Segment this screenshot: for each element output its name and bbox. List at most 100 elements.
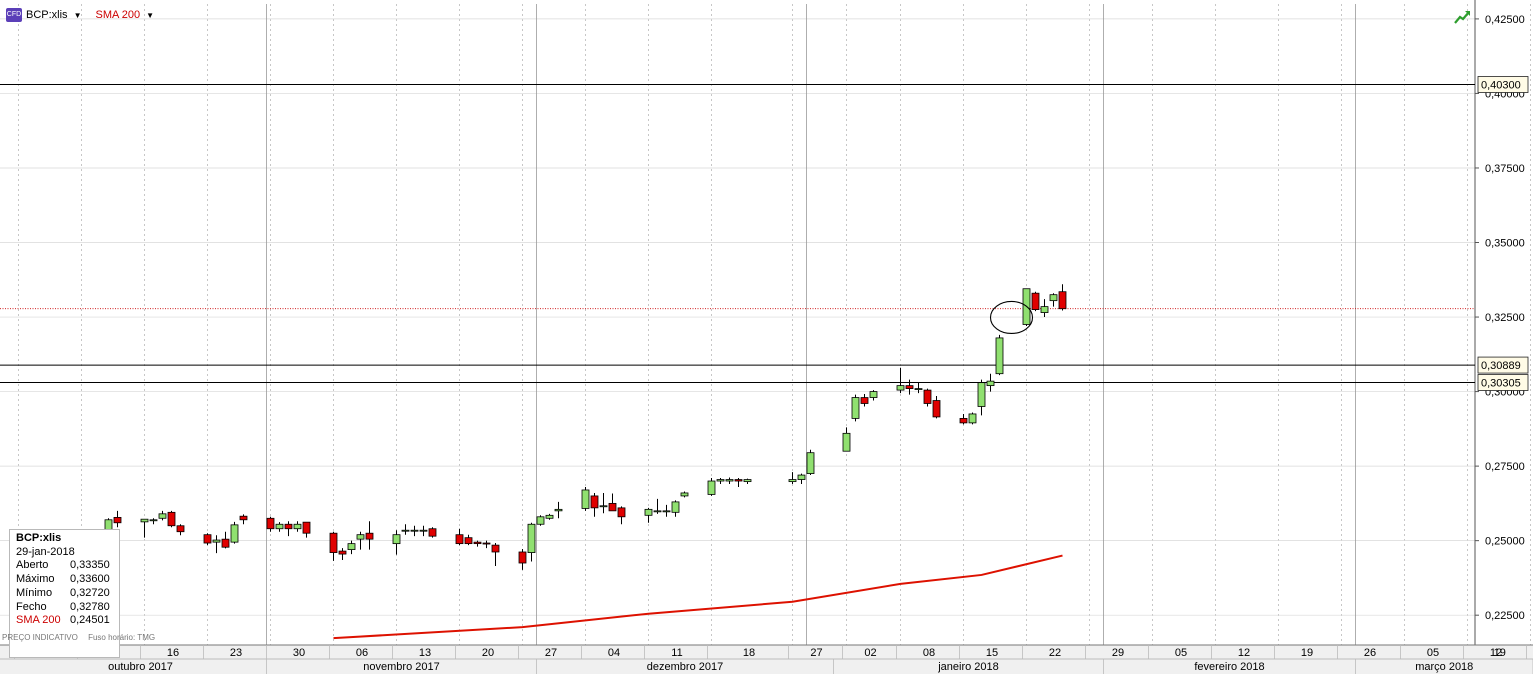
candle-up (581, 489, 590, 509)
candle-up (401, 529, 410, 532)
month-label: novembro 2017 (363, 661, 439, 673)
candle-up (725, 479, 734, 482)
x-tick-label: 05 (1427, 647, 1439, 659)
candle-up (851, 397, 860, 419)
candle-up (680, 492, 689, 497)
footnote: PREÇO INDICATIVO Fuso horário: TMG (2, 633, 163, 642)
candle-down (608, 502, 617, 512)
x-tick-label: 12 (1238, 647, 1250, 659)
candle-up (275, 523, 284, 530)
info-row-value: 0,24501 (70, 614, 110, 627)
x-tick-label: 20 (482, 647, 494, 659)
x-tick-label: 05 (1175, 647, 1187, 659)
candle-down (113, 516, 122, 524)
month-label: fevereiro 2018 (1194, 661, 1264, 673)
x-tick-label: 30 (293, 647, 305, 659)
candle-up (788, 479, 797, 483)
trend-up-icon[interactable] (1453, 9, 1471, 25)
candle-up (671, 501, 680, 513)
x-tick-label: 04 (608, 647, 620, 659)
candle-up (230, 524, 239, 543)
candle-down (302, 521, 311, 534)
level-label-box (1477, 374, 1529, 391)
candle-up (806, 452, 815, 474)
sma-200-line (333, 554, 1063, 640)
info-row-value: 0,32720 (70, 586, 110, 599)
candle-down (455, 534, 464, 545)
x-tick-label: 26 (1364, 647, 1376, 659)
x-tick-label: 27 (545, 647, 557, 659)
indicative-price-note: PREÇO INDICATIVO (2, 633, 78, 642)
candle-up (149, 519, 158, 522)
info-date: 29-jan-2018 (16, 545, 75, 558)
x-tick-label: 08 (923, 647, 935, 659)
level-label: 0,40300 (1481, 79, 1521, 91)
candle-down (239, 515, 248, 521)
candle-up (140, 518, 149, 523)
month-label: janeiro 2018 (937, 661, 999, 673)
x-tick-label: 12 (1490, 647, 1502, 659)
candle-up (419, 529, 428, 532)
x-tick-label: 27 (810, 647, 822, 659)
candle-down (221, 538, 230, 548)
candle-up (1040, 306, 1049, 313)
info-row: Aberto 0,33350 (16, 559, 119, 573)
candle-down (617, 507, 626, 518)
candle-up (869, 391, 878, 398)
x-tick-label: 29 (1112, 647, 1124, 659)
candle-up (545, 514, 554, 519)
info-row-label: Aberto (16, 559, 49, 572)
y-tick-label: 0,22500 (1485, 610, 1525, 622)
month-label: outubro 2017 (108, 661, 173, 673)
candle-down (464, 537, 473, 545)
candle-down (473, 541, 482, 545)
candle-down (266, 517, 275, 530)
candle-up (536, 516, 545, 525)
candle-up (527, 523, 536, 553)
ohlc-info-box: BCP:xlis 29-jan-2018 Aberto 0,33350 Máximo… (9, 529, 120, 658)
candle-down (932, 400, 941, 418)
candle-down (176, 525, 185, 533)
info-row-value: 0,33600 (70, 573, 110, 586)
x-tick-label: 19 (1301, 647, 1313, 659)
candle-up (356, 534, 365, 540)
candle-up (653, 510, 662, 513)
y-tick-label: 0,32500 (1485, 312, 1525, 324)
annotation-ellipse (989, 300, 1034, 335)
candle-down (734, 479, 743, 482)
level-label-box (1477, 76, 1529, 93)
candle-up (896, 385, 905, 391)
info-row: Mínimo 0,32720 (16, 587, 119, 601)
candle-up (158, 513, 167, 519)
legend-bar: CFD BCP:xlis ▼ SMA 200 ▼ (6, 8, 164, 22)
candle-up (347, 543, 356, 550)
info-row-label: Fecho (16, 600, 47, 613)
indicator-label[interactable]: SMA 200 (95, 9, 141, 21)
candle-up (644, 508, 653, 516)
candle-up (212, 539, 221, 543)
candle-up (914, 388, 923, 391)
info-row: SMA 200 0,24501 (16, 614, 119, 628)
chevron-down-icon[interactable]: ▼ (73, 10, 82, 20)
candle-down (338, 550, 347, 555)
level-label-box (1477, 356, 1529, 374)
candle-up (410, 529, 419, 532)
symbol-label[interactable]: BCP:xlis (26, 9, 68, 21)
info-row-label: Máximo (16, 573, 55, 586)
candle-up (716, 479, 725, 482)
cfd-icon: CFD (6, 8, 22, 22)
timezone-note: Fuso horário: TMG (88, 633, 156, 642)
info-row-value: 0,32780 (70, 600, 110, 613)
info-symbol: BCP:xlis (16, 532, 62, 544)
candle-up (986, 380, 995, 387)
candle-up (842, 432, 851, 452)
chevron-down-icon[interactable]: ▼ (146, 10, 155, 20)
candle-down (491, 544, 500, 553)
info-row-label: SMA 200 (16, 614, 61, 627)
info-row: Fecho 0,32780 (16, 601, 119, 615)
candle-down (590, 495, 599, 509)
info-row-label: Mínimo (16, 586, 53, 599)
info-row-value: 0,33350 (70, 559, 110, 572)
